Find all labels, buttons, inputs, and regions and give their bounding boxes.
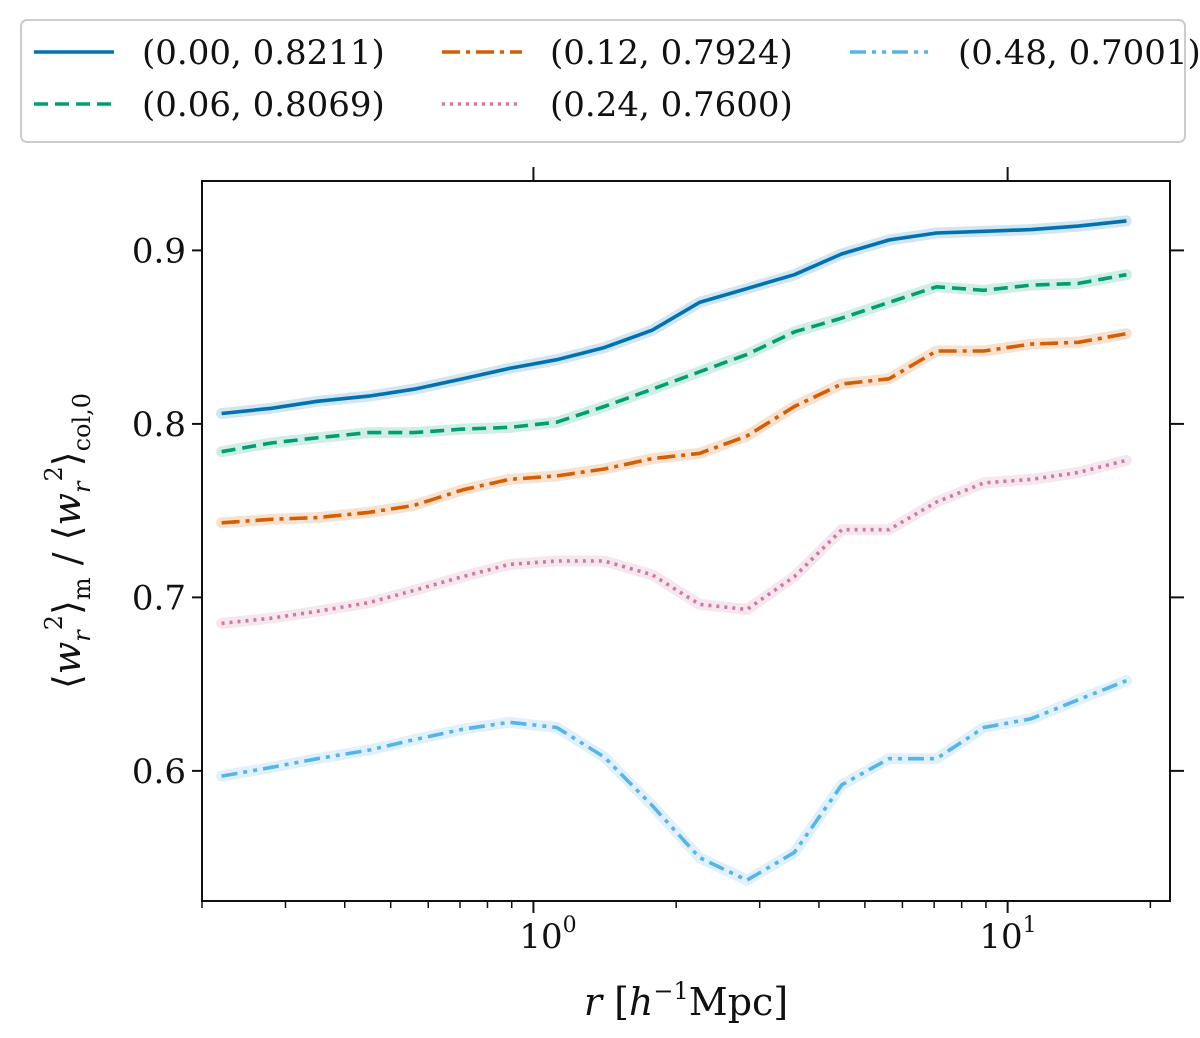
legend-label-1: (0.06, 0.8069) <box>142 85 385 125</box>
series-band-1 <box>216 269 1132 458</box>
x-tick-label-1: 100 <box>519 913 576 957</box>
series-line-2 <box>221 331 1127 525</box>
series-line-0 <box>221 219 1127 416</box>
axes: 0.6 0.7 0.8 0.9 <box>132 167 1184 913</box>
series-band-3 <box>216 454 1132 629</box>
legend: (0.00, 0.8211) (0.06, 0.8069) (0.12, 0.792… <box>20 19 1200 143</box>
y-axis-label: ⟨wr2⟩m / ⟨wr2⟩col,0 <box>40 393 96 689</box>
legend-label-3: (0.24, 0.7600) <box>550 85 793 125</box>
plot-frame <box>201 180 1171 902</box>
series-line-4 <box>221 679 1128 882</box>
legend-label-0: (0.00, 0.8211) <box>142 33 385 73</box>
y-tick-label: 0.9 <box>132 231 186 271</box>
y-tick-label: 0.6 <box>132 752 186 792</box>
legend-label-4: (0.48, 0.7001) <box>958 33 1200 73</box>
x-axis-label: r [h−1Mpc] <box>584 977 788 1024</box>
legend-label-2: (0.12, 0.7924) <box>550 33 793 73</box>
series-layer <box>216 215 1132 886</box>
y-tick-label: 0.8 <box>132 405 186 445</box>
series-band-4 <box>216 675 1132 886</box>
x-tick-label-10: 101 <box>979 913 1036 957</box>
y-tick-label: 0.7 <box>132 578 186 618</box>
series-line-1 <box>221 272 1127 454</box>
